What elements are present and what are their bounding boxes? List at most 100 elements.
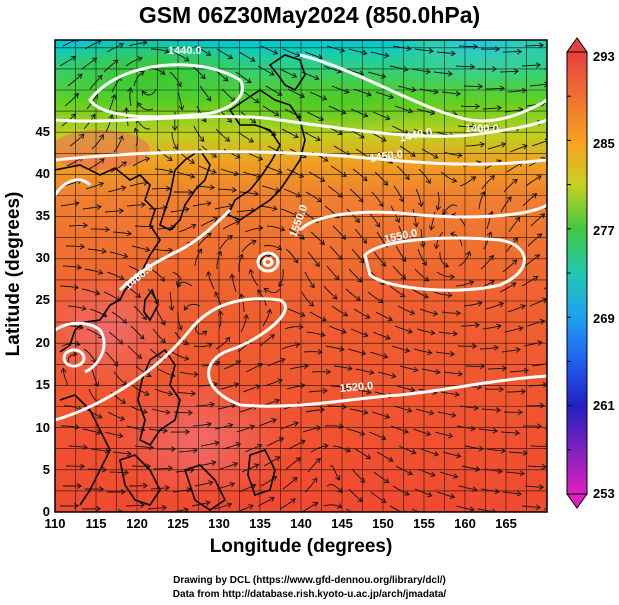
streamline-arrowhead — [447, 70, 453, 77]
streamline — [283, 188, 301, 197]
streamline — [545, 348, 547, 350]
streamline-arrowhead — [363, 409, 369, 415]
streamline — [369, 351, 388, 358]
streamline-arrowhead — [145, 246, 151, 253]
streamline-arrowhead — [70, 113, 77, 119]
streamline — [263, 245, 282, 250]
streamline — [552, 303, 569, 309]
streamline — [485, 302, 504, 310]
streamline-arrowhead — [323, 156, 329, 162]
streamline-arrowhead — [515, 216, 521, 223]
streamline-arrowhead — [123, 469, 130, 476]
streamline-arrowhead — [121, 318, 128, 324]
streamline — [127, 345, 142, 359]
streamline-arrowhead — [201, 330, 208, 336]
streamline-arrowhead — [425, 430, 432, 437]
streamline-arrowhead — [384, 413, 391, 420]
x-tick-label: 140 — [290, 516, 312, 531]
streamline — [502, 491, 522, 495]
streamline — [443, 151, 462, 157]
streamline — [219, 462, 238, 470]
streamline-arrowhead — [522, 144, 528, 150]
streamline-arrowhead — [472, 486, 478, 493]
streamline-arrowhead — [407, 107, 414, 114]
streamline-arrowhead — [312, 502, 319, 508]
streamline — [347, 348, 366, 355]
streamline — [439, 471, 458, 478]
streamline — [434, 431, 453, 437]
height-contours — [55, 53, 547, 422]
streamline — [548, 408, 566, 409]
x-axis-ticks: 110 115 120 125 130 135 140 145 150 155 … — [45, 516, 517, 531]
streamline — [63, 405, 82, 411]
streamline — [421, 148, 439, 159]
streamline-arrowhead — [421, 260, 427, 266]
streamline — [153, 248, 173, 251]
streamline-arrowhead — [212, 216, 219, 223]
streamline-arrowhead — [205, 50, 212, 56]
streamline-arrowhead — [385, 115, 391, 121]
streamline-arrowhead — [400, 292, 406, 298]
streamline-arrowhead — [427, 491, 433, 498]
streamline — [280, 422, 299, 430]
streamline-arrowhead — [470, 176, 477, 182]
streamline — [179, 371, 199, 375]
streamline-arrowhead — [344, 88, 350, 94]
streamline-arrowhead — [369, 369, 375, 376]
streamline — [377, 371, 396, 378]
streamline-arrowhead — [216, 250, 222, 257]
streamline-arrowhead — [278, 437, 285, 443]
streamline-arrowhead — [141, 90, 147, 96]
streamline — [373, 471, 389, 484]
streamline — [135, 365, 152, 377]
streamline-arrowhead — [206, 95, 212, 102]
streamline — [172, 51, 190, 62]
streamline-arrowhead — [293, 133, 299, 139]
streamline-arrowhead — [118, 208, 125, 214]
streamline — [549, 106, 567, 109]
streamline-arrowhead — [298, 323, 304, 330]
streamline — [333, 145, 350, 156]
streamline-arrowhead — [93, 381, 100, 387]
streamline-arrowhead — [73, 284, 79, 291]
streamline — [398, 445, 416, 454]
streamline-arrowhead — [118, 42, 125, 49]
streamline-arrowhead — [160, 69, 166, 75]
streamline-arrowhead — [357, 496, 363, 503]
streamline-arrowhead — [401, 256, 407, 263]
streamline — [530, 213, 545, 227]
streamline-arrowhead — [167, 247, 173, 254]
streamline — [257, 65, 275, 76]
x-tick-label: 165 — [495, 516, 517, 531]
x-tick-label: 120 — [126, 516, 148, 531]
streamline-arrowhead — [471, 343, 478, 350]
streamline — [83, 348, 97, 363]
streamline — [393, 185, 404, 202]
streamline — [241, 464, 259, 473]
streamline-arrowhead — [275, 456, 281, 462]
streamline-arrowhead — [498, 386, 505, 393]
streamline-arrowhead — [196, 248, 202, 254]
streamline — [217, 188, 237, 191]
streamline — [393, 405, 412, 412]
streamline — [458, 485, 477, 491]
streamline — [263, 456, 280, 467]
streamline — [67, 305, 87, 310]
streamline — [235, 71, 252, 83]
streamline-arrowhead — [323, 443, 329, 450]
streamline-arrowhead — [498, 301, 505, 308]
streamline-arrowhead — [380, 73, 387, 79]
streamline-arrowhead — [375, 222, 380, 228]
streamline-arrowhead — [232, 461, 239, 468]
streamline-arrowhead — [433, 244, 440, 250]
streamline — [105, 114, 113, 133]
streamline — [214, 205, 233, 210]
streamline — [129, 87, 132, 107]
streamline — [280, 208, 298, 217]
streamline — [169, 71, 182, 87]
streamline — [529, 298, 547, 307]
streamline-arrowhead — [499, 85, 506, 92]
streamline — [195, 325, 207, 335]
streamline-arrowhead — [338, 423, 344, 430]
streamline-arrowhead — [366, 91, 372, 97]
